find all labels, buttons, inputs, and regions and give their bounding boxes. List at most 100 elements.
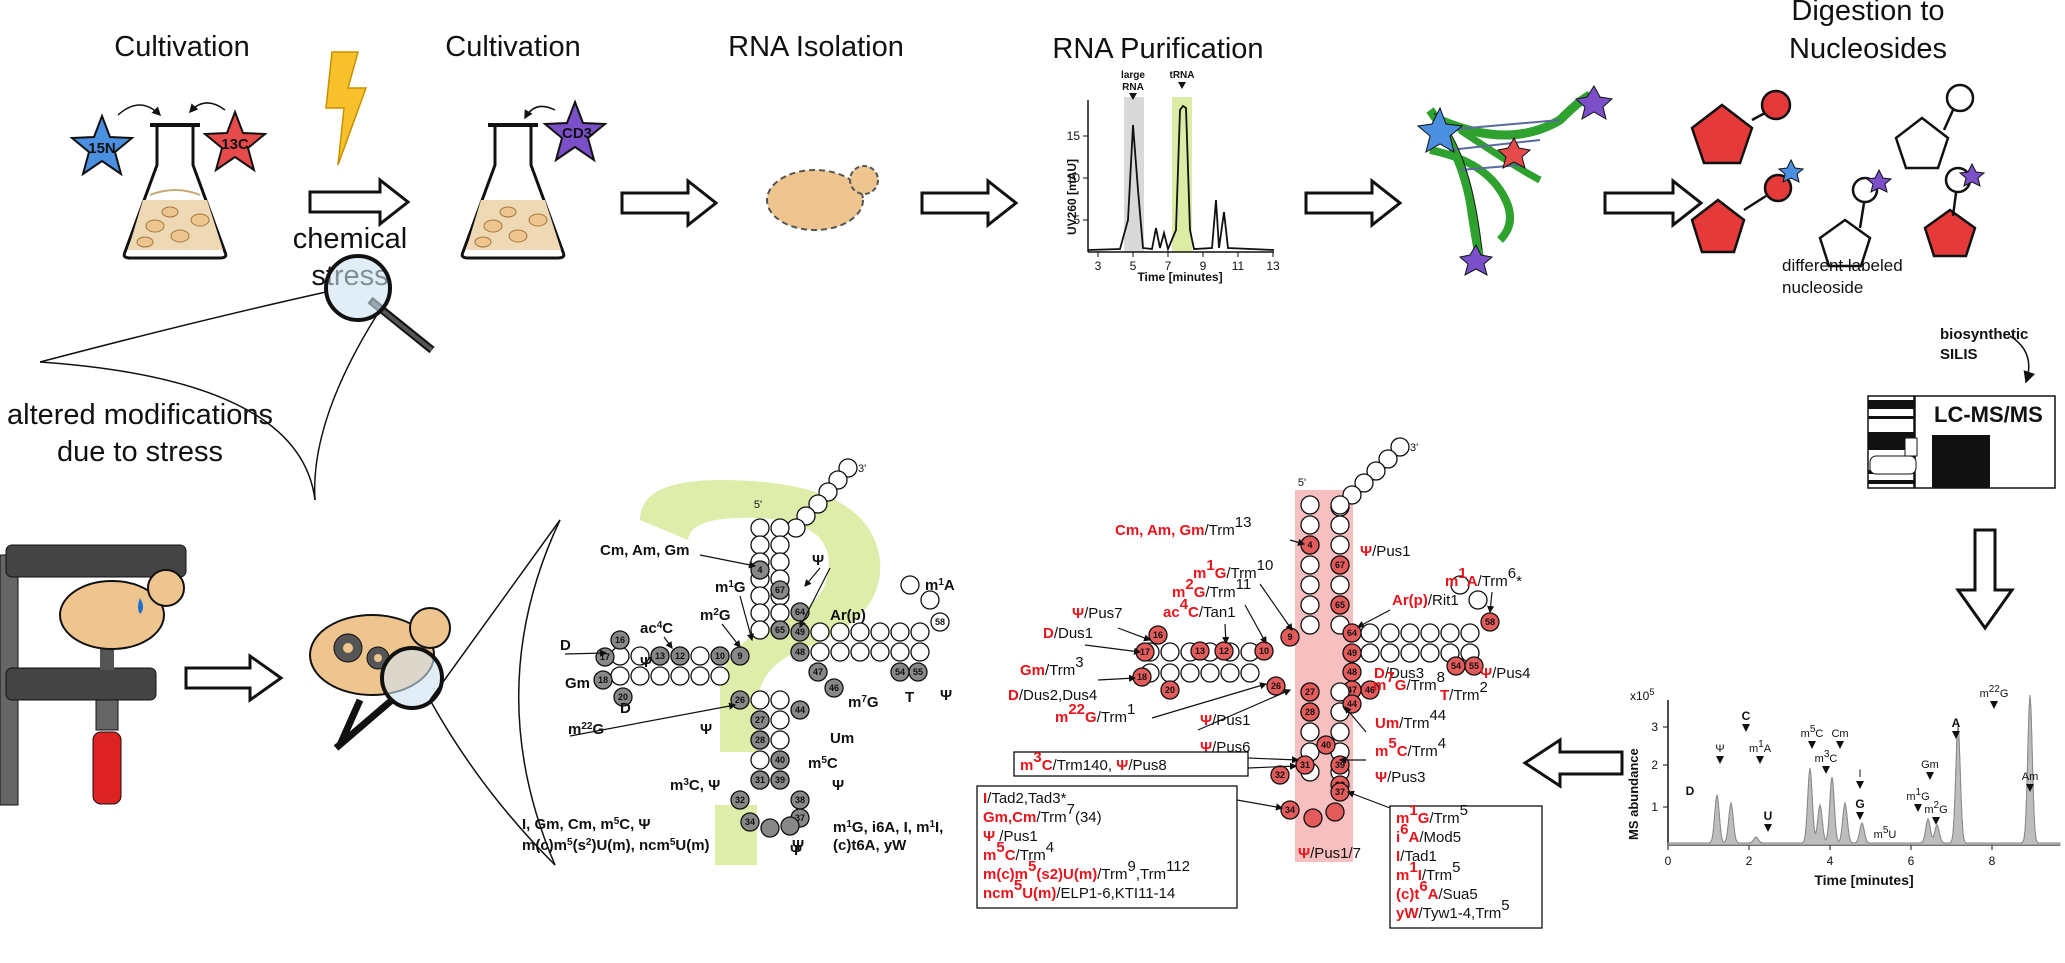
nucleotide-number: 49 [1347, 648, 1357, 658]
nucleotide-circle [830, 642, 850, 662]
nucleotide-circle [1464, 656, 1484, 676]
nucleotide-number: 9 [737, 651, 742, 661]
nucleotide-number: 16 [1153, 630, 1163, 640]
ms-peak-arrow [1856, 781, 1864, 789]
nucleotide-number: 32 [735, 795, 745, 805]
nucleotide-number: 4 [757, 565, 762, 575]
arrow-5 [1603, 177, 1704, 229]
ms-chart: MS abundance Time [minutes] x105 0 2 4 6 8 1 2… [1626, 684, 2061, 888]
annotation-arrow [1151, 682, 1268, 719]
annotation-arrow [721, 623, 741, 648]
nucleotide-circle [1380, 623, 1400, 643]
annotation-arrow [663, 636, 673, 649]
nucleotide-circle [750, 535, 770, 555]
nucleotide-number: 28 [1305, 707, 1315, 717]
nucleotide-circle [786, 518, 806, 538]
arrow-1 [308, 176, 411, 228]
nucleotide-number: 34 [745, 817, 755, 827]
annotation-arrow [1097, 674, 1137, 682]
nucleotide-number: 55 [1469, 661, 1479, 671]
nucleotide-circle [1330, 515, 1350, 535]
annotation-box-3-row: (c)t6A/Sua5 [1396, 878, 1478, 904]
peak-large-label-2: RNA [1122, 82, 1144, 93]
nucleotide-circle [870, 622, 890, 642]
arrow-4 [1304, 177, 1403, 229]
annotation-arrow [1222, 623, 1230, 645]
yeast-cell-icon [766, 165, 879, 231]
nucleotide-number: 32 [1275, 770, 1285, 780]
trna-left-cloverleaf: 4 67 65 9 10 12 13 16 17 18 20 64 49 48 47 46 54 55 58 26 27… [522, 458, 955, 865]
annotation-arrow [1344, 706, 1367, 733]
nucleotide-number: 49 [795, 627, 805, 637]
nucleotide-circle [1190, 641, 1210, 661]
trna-left-label: m1G, i6A, I, m1I, [833, 819, 943, 837]
trna-right-annotation: m1G/Trm10 [1193, 557, 1273, 583]
ms-peak-label: m1G [1906, 787, 1929, 804]
altered-line1: altered modifications [7, 399, 273, 431]
star-cd3-icon: CD3 [542, 99, 608, 163]
annotation-arrow [804, 567, 821, 587]
nucleotide-circle [630, 646, 650, 666]
ms-xtick-label: 6 [1908, 854, 1915, 868]
nucleotide-circle [1330, 495, 1350, 515]
nucleotide-circle [1468, 590, 1488, 610]
nucleotide-number: 17 [600, 652, 610, 662]
annotation-arrow [1356, 609, 1391, 628]
trna-left-label: m5C [808, 755, 838, 773]
annotation-arrow [799, 567, 831, 629]
ms-peak-label: A [1952, 716, 1961, 730]
nucleotide-circle [610, 630, 630, 650]
ms-peak-label: G [1855, 797, 1864, 811]
nucleotide-number: 37 [795, 813, 805, 823]
nucleotide-circle [790, 700, 810, 720]
annotation-arrow [569, 702, 737, 737]
ms-peak-label: m22G [1980, 684, 2009, 701]
annotation-box-1 [1013, 751, 1249, 777]
trna-3d-icon [1416, 85, 1614, 277]
nucleotide-circle [613, 687, 633, 707]
ms-peak-label: m5C [1801, 724, 1824, 741]
nucleoside-icons [1690, 83, 1986, 268]
nucleotide-circle [790, 642, 810, 662]
purif-xtick-label: 7 [1165, 259, 1172, 273]
annotation-arrow [739, 595, 754, 642]
trna-left-label: Cm, Am, Gm [600, 542, 689, 559]
trna-right-annotation: Um/Trm44 [1375, 707, 1446, 733]
nucleotide-circle [1300, 555, 1320, 575]
trna-left-label: Ψ [832, 777, 844, 794]
nucleotide-circle [770, 603, 790, 623]
trna-right-annotation: m1A/Trm6* [1445, 565, 1522, 591]
nucleotide-circle [750, 518, 770, 538]
nucleotide-circle [1380, 643, 1400, 663]
peak-trna-label: tRNA [1170, 70, 1195, 81]
lightning-icon [325, 51, 368, 166]
trna-left-label: Ψ [792, 837, 804, 854]
nucleotide-circle [710, 646, 730, 666]
nucleotide-number: 48 [1347, 667, 1357, 677]
trna-left-label: Ψ [940, 687, 952, 704]
nucleotide-number: 18 [1137, 672, 1147, 682]
nucleotide-circle [770, 690, 790, 710]
nucleotide-circle [1300, 682, 1320, 702]
ms-peak-arrow [1914, 804, 1922, 812]
nucleotide-circle [890, 642, 910, 662]
annotation-arrow [1346, 790, 1391, 809]
trna-left-label: m2G [700, 607, 731, 625]
nucleotide-circle [1160, 663, 1180, 683]
purif-xtick-label: 13 [1266, 259, 1280, 273]
title-cultivation-1: Cultivation [114, 31, 249, 63]
five-prime-label: 5' [1298, 477, 1306, 489]
nucleotide-circle [850, 642, 870, 662]
nucleotide-number: 9 [1287, 632, 1292, 642]
trna-right-annotation: m22G/Trm1 [1055, 701, 1135, 727]
nucleotide-number: 12 [675, 651, 685, 661]
nucleotide-number: 54 [895, 667, 905, 677]
ms-peak-arrow [1756, 756, 1764, 764]
trna-left-label: Ar(p) [830, 607, 866, 624]
nucleotide-number: 58 [935, 617, 945, 627]
trna-right-annotation: ac4C/Tan1 [1163, 596, 1236, 622]
nucleotide-number: 40 [1321, 740, 1331, 750]
ms-xtick-label: 8 [1989, 854, 1996, 868]
nucleotide-number: 26 [1271, 681, 1281, 691]
annotation-box-2-row: Gm,Cm/Trm7(34) [983, 801, 1102, 827]
